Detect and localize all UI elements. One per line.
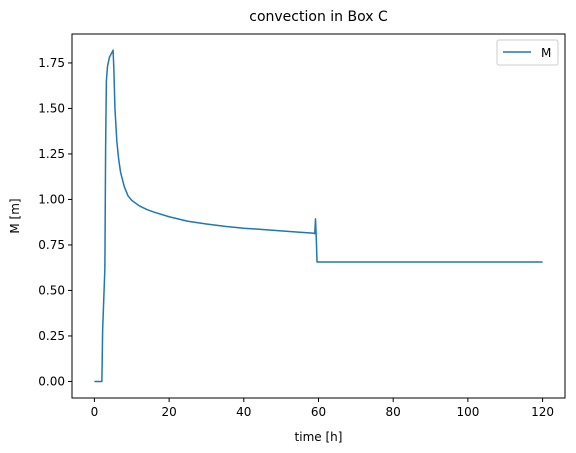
x-tick-label: 40 [236,405,251,419]
y-tick-label: 1.00 [38,192,65,206]
series-layer [94,49,543,383]
x-tick-label: 20 [161,405,176,419]
plot-area [71,33,566,399]
series-line-M [94,49,543,383]
legend: M [496,39,559,66]
x-axis-label: time [h] [295,430,343,444]
y-axis-label: M [m] [8,198,22,233]
x-axis: 0 20 40 60 80 100 120 [91,398,554,419]
x-tick-label: 0 [91,405,99,419]
y-tick-label: 0.75 [38,238,65,252]
legend-label-M: M [541,46,551,60]
y-tick-label: 1.25 [38,147,65,161]
x-tick-label: 60 [311,405,326,419]
y-tick-label: 1.75 [38,56,65,70]
x-tick-label: 80 [386,405,401,419]
y-tick-label: 0.25 [38,329,65,343]
x-tick-label: 120 [531,405,554,419]
y-tick-label: 0.50 [38,283,65,297]
y-tick-label: 0.00 [38,374,65,388]
chart-title: convection in Box C [249,9,388,25]
y-tick-label: 1.50 [38,101,65,115]
x-tick-label: 100 [456,405,479,419]
y-axis: 0.00 0.25 0.50 0.75 1.00 1.25 1.50 1.75 [38,56,72,388]
